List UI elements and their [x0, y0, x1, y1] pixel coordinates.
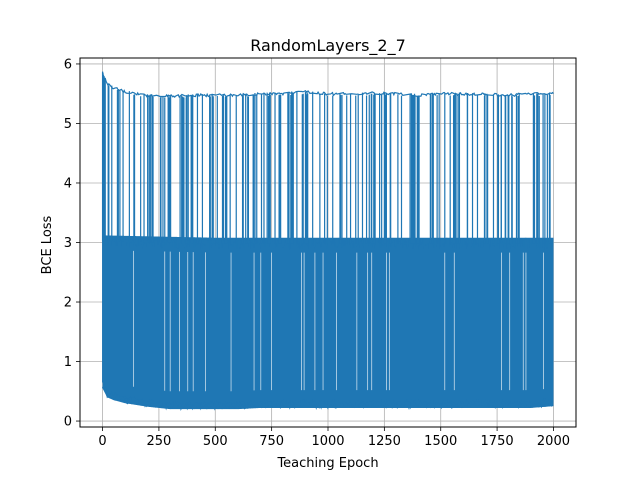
x-tick-label: 1250 [368, 434, 401, 449]
x-tick-label: 750 [259, 434, 284, 449]
series-dense-strokes [102, 235, 554, 410]
y-tick-label: 2 [64, 296, 72, 311]
x-tick-label: 250 [146, 434, 171, 449]
series-gaps [133, 250, 544, 392]
y-axis-label: BCE Loss [40, 215, 55, 274]
x-tick-label: 2000 [537, 434, 570, 449]
y-tick-label: 0 [64, 415, 72, 430]
y-tick-label: 6 [64, 57, 72, 72]
y-tick-label: 1 [64, 355, 72, 370]
x-tick-label: 0 [98, 434, 106, 449]
chart-title: RandomLayers_2_7 [250, 36, 406, 56]
x-tick-label: 1000 [311, 434, 344, 449]
series-upper-envelope [101, 71, 554, 99]
axis-ticks: 0 250 500 750 1000 1250 1500 1750 2000 0 1 2 3 4 5 6 [64, 57, 570, 449]
x-tick-label: 1750 [481, 434, 514, 449]
series-spikes [101, 72, 551, 244]
x-tick-label: 500 [203, 434, 228, 449]
y-tick-label: 4 [64, 176, 72, 191]
y-tick-label: 3 [64, 236, 72, 251]
series-bce-loss [101, 71, 554, 411]
y-tick-label: 5 [64, 117, 72, 132]
series-lower-envelope [101, 383, 554, 411]
x-axis-label: Teaching Epoch [276, 456, 378, 471]
x-tick-label: 1500 [424, 434, 457, 449]
